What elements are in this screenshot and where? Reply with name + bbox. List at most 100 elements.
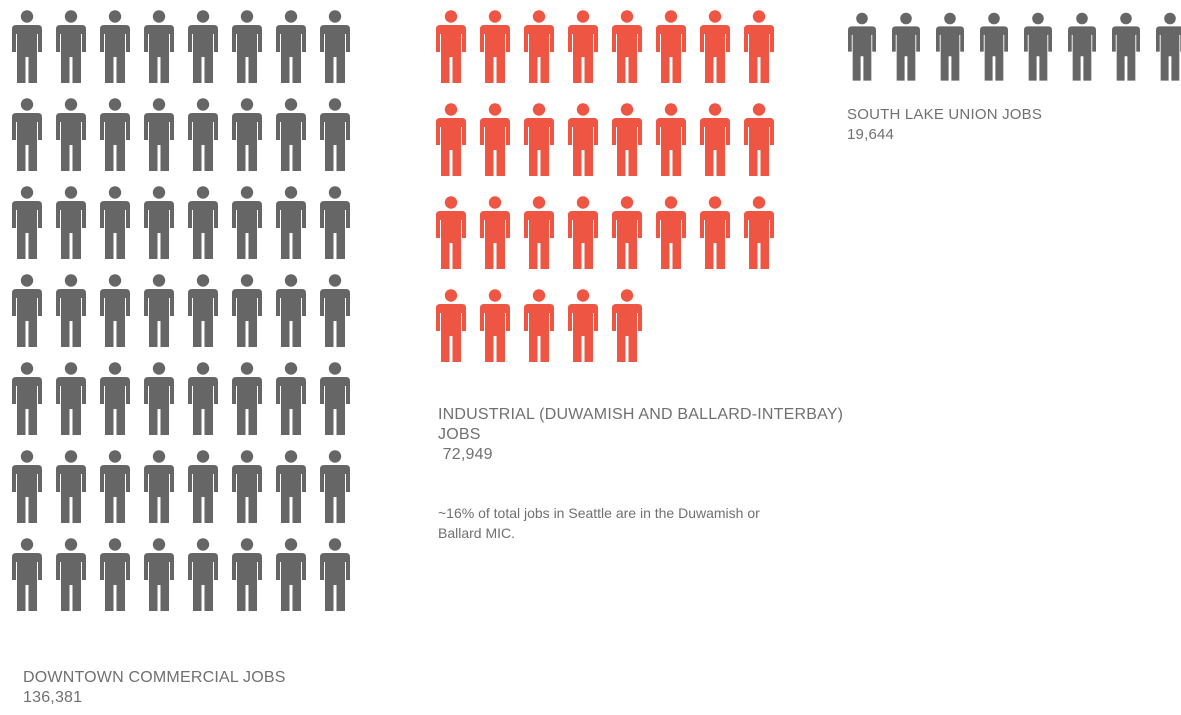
person-icon <box>568 289 598 362</box>
slu-jobs-value: 19,644 <box>847 126 895 143</box>
person-icon <box>744 196 774 269</box>
person-icon <box>12 274 42 347</box>
person-icon <box>436 196 466 269</box>
person-icon <box>744 10 774 83</box>
person-icon <box>12 362 42 435</box>
person-icon <box>232 98 262 171</box>
person-icon <box>568 196 598 269</box>
person-icon <box>1156 12 1181 81</box>
person-icon <box>936 12 964 81</box>
person-icon <box>524 289 554 362</box>
person-icon <box>524 196 554 269</box>
person-icon <box>980 12 1008 81</box>
industrial-jobs-value: 72,949 <box>438 446 493 463</box>
person-icon <box>56 538 86 611</box>
person-icon <box>144 450 174 523</box>
person-icon <box>524 103 554 176</box>
person-icon <box>276 10 306 83</box>
person-icon <box>1112 12 1140 81</box>
person-icon <box>320 10 350 83</box>
person-icon <box>892 12 920 81</box>
person-icon <box>436 10 466 83</box>
person-icon <box>480 196 510 269</box>
person-icon <box>100 10 130 83</box>
person-icon <box>12 10 42 83</box>
person-icon <box>436 289 466 362</box>
person-icon <box>524 10 554 83</box>
person-icon <box>656 196 686 269</box>
person-icon <box>656 10 686 83</box>
person-icon <box>232 186 262 259</box>
industrial-jobs-label: INDUSTRIAL (DUWAMISH AND BALLARD-INTERBA… <box>438 405 858 465</box>
person-icon <box>700 10 730 83</box>
person-icon <box>612 289 642 362</box>
person-icon <box>320 362 350 435</box>
person-icon <box>1068 12 1096 81</box>
person-icon <box>56 98 86 171</box>
person-icon <box>232 362 262 435</box>
person-icon <box>188 450 218 523</box>
person-icon <box>320 98 350 171</box>
person-icon <box>612 103 642 176</box>
person-icon <box>100 362 130 435</box>
person-icon <box>12 538 42 611</box>
person-icon <box>232 450 262 523</box>
person-icon <box>700 196 730 269</box>
person-icon <box>276 186 306 259</box>
person-icon <box>320 186 350 259</box>
person-icon <box>276 362 306 435</box>
person-icon <box>848 12 876 81</box>
person-icon <box>320 538 350 611</box>
person-icon <box>612 196 642 269</box>
person-icon <box>1024 12 1052 81</box>
person-icon <box>12 98 42 171</box>
person-icon <box>232 10 262 83</box>
downtown-jobs-value: 136,381 <box>23 689 83 706</box>
person-icon <box>188 362 218 435</box>
person-icon <box>276 274 306 347</box>
person-icon <box>656 103 686 176</box>
person-icon <box>480 289 510 362</box>
slu-jobs-label: SOUTH LAKE UNION JOBS 19,644 <box>847 105 1167 145</box>
person-icon <box>144 98 174 171</box>
person-icon <box>188 98 218 171</box>
person-icon <box>188 274 218 347</box>
person-icon <box>232 274 262 347</box>
person-icon <box>276 98 306 171</box>
person-icon <box>232 538 262 611</box>
person-icon <box>568 10 598 83</box>
industrial-jobs-note: ~16% of total jobs in Seattle are in the… <box>438 505 760 541</box>
person-icon <box>56 362 86 435</box>
person-icon <box>276 538 306 611</box>
person-icon <box>12 186 42 259</box>
person-icon <box>188 10 218 83</box>
person-icon <box>100 98 130 171</box>
person-icon <box>568 103 598 176</box>
person-icon <box>700 103 730 176</box>
person-icon <box>56 274 86 347</box>
person-icon <box>100 450 130 523</box>
person-icon <box>320 450 350 523</box>
person-icon <box>436 103 466 176</box>
downtown-jobs-title: DOWNTOWN COMMERCIAL JOBS <box>23 669 286 686</box>
slu-jobs-title: SOUTH LAKE UNION JOBS <box>847 106 1043 123</box>
person-icon <box>100 538 130 611</box>
person-icon <box>144 274 174 347</box>
person-icon <box>144 362 174 435</box>
person-icon <box>12 450 42 523</box>
person-icon <box>100 274 130 347</box>
person-icon <box>56 186 86 259</box>
person-icon <box>276 450 306 523</box>
person-icon <box>188 186 218 259</box>
industrial-jobs-title: INDUSTRIAL (DUWAMISH AND BALLARD-INTERBA… <box>438 406 844 443</box>
person-icon <box>144 186 174 259</box>
person-icon <box>56 10 86 83</box>
person-icon <box>480 10 510 83</box>
person-icon <box>144 10 174 83</box>
person-icon <box>56 450 86 523</box>
downtown-jobs-label: DOWNTOWN COMMERCIAL JOBS 136,381 <box>23 668 403 708</box>
person-icon <box>188 538 218 611</box>
person-icon <box>320 274 350 347</box>
person-icon <box>744 103 774 176</box>
person-icon <box>144 538 174 611</box>
